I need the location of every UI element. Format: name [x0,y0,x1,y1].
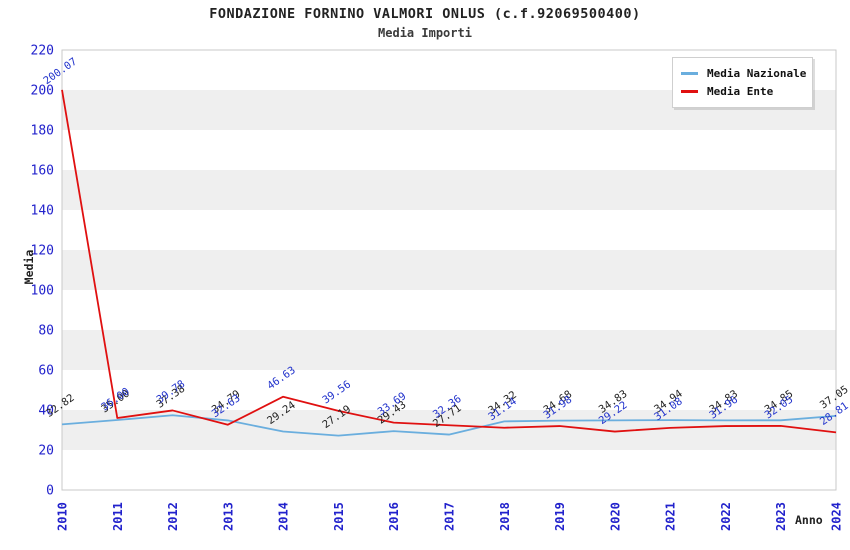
x-tick-label: 2015 [332,502,346,531]
legend-label: Media Ente [707,84,774,98]
x-tick-label: 2014 [277,502,291,531]
chart-subtitle: Media Importi [378,26,472,40]
y-tick-label: 100 [31,284,54,299]
y-tick-label: 20 [38,444,54,459]
y-tick-label: 120 [31,244,54,259]
media-ente-line-swatch [681,89,698,93]
y-tick-label: 180 [31,124,54,139]
legend: Media Nazionale Media Ente [672,57,813,108]
y-axis-title: Media [22,249,36,285]
x-tick-label: 2013 [221,502,235,531]
x-tick-label: 2011 [111,502,125,531]
data-label-media-ente: 39.56 [320,378,353,406]
x-axis-title: Anno [795,513,823,527]
x-tick-label: 2021 [664,502,678,531]
legend-item-media-nazionale: Media Nazionale [681,64,807,82]
x-tick-label: 2017 [443,502,457,531]
y-tick-label: 0 [46,484,54,499]
y-tick-label: 200 [31,84,54,99]
y-tick-label: 60 [38,364,54,379]
x-tick-label: 2018 [498,502,512,531]
legend-item-media-ente: Media Ente [681,82,804,100]
y-tick-label: 40 [38,404,54,419]
y-tick-label: 160 [31,164,54,179]
chart-title: FONDAZIONE FORNINO VALMORI ONLUS (c.f.92… [209,6,641,22]
y-tick-label: 80 [38,324,54,339]
grid-band [62,330,836,370]
x-tick-label: 2012 [166,502,180,531]
plot-border [61,49,837,491]
series-line-media-nazionale [61,414,837,437]
data-label-media-ente: 200.07 [41,56,79,88]
x-tick-label: 2020 [608,502,622,531]
x-tick-label: 2022 [719,502,733,531]
grid-band [62,250,836,290]
media-nazionale-line-swatch [681,71,698,75]
x-tick-label: 2019 [553,502,567,531]
x-tick-label: 2024 [830,502,844,531]
x-tick-label: 2010 [56,502,70,531]
y-tick-label: 220 [31,44,54,59]
y-tick-label: 140 [31,204,54,219]
grid-band [62,170,836,210]
legend-label: Media Nazionale [707,66,807,80]
x-tick-label: 2023 [774,502,788,531]
x-tick-label: 2016 [387,502,401,531]
series-line-media-ente [61,89,837,434]
